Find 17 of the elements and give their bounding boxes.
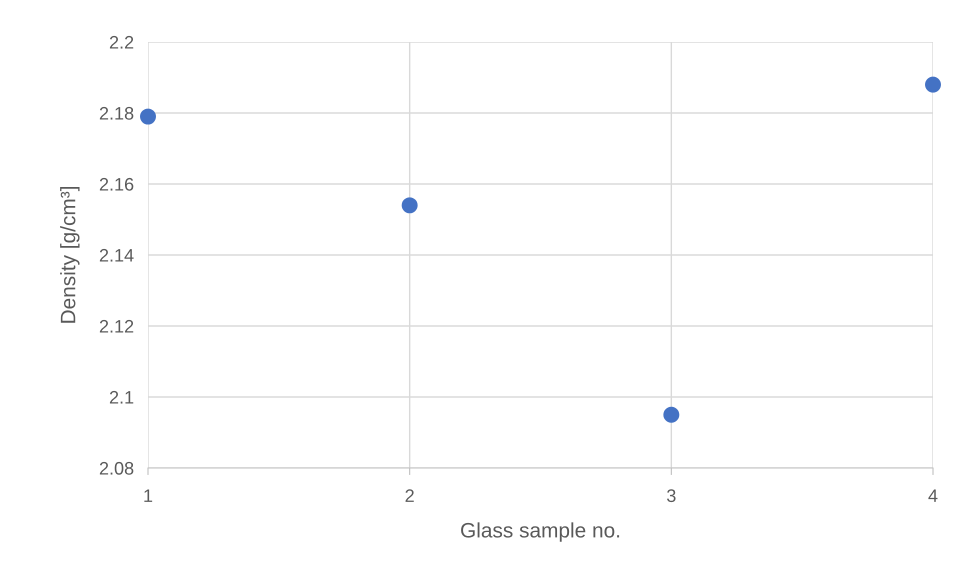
point [663, 406, 680, 423]
point [925, 76, 941, 93]
x-tick-label: 1 [144, 489, 152, 502]
y-tick-label: 2.14 [100, 248, 134, 262]
x-tick-label: 4 [928, 489, 938, 502]
y-tick-label: 2.2 [110, 36, 134, 49]
point [140, 108, 156, 125]
y-tick-label: 2.08 [100, 462, 134, 475]
y-axis-title: Density [g/cm³] [60, 187, 80, 323]
y-tick-label: 2.16 [100, 178, 134, 191]
y-tick-label: 2.18 [100, 106, 134, 120]
x-axis-title: Glass sample no. [461, 522, 620, 542]
y-tick-label: 2.1 [110, 390, 134, 404]
y-tick-label: 2.12 [100, 320, 134, 333]
x-tick-label: 2 [406, 489, 414, 502]
point [402, 197, 418, 214]
x-tick-label: 3 [667, 489, 676, 502]
